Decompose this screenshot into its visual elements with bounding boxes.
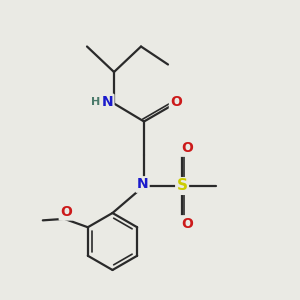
Text: O: O [170, 95, 182, 109]
Text: H: H [91, 97, 100, 107]
Text: N: N [102, 95, 113, 109]
Text: S: S [177, 178, 188, 194]
Text: O: O [181, 142, 193, 155]
Text: O: O [60, 205, 72, 219]
Text: O: O [181, 217, 193, 230]
Text: N: N [137, 178, 148, 191]
